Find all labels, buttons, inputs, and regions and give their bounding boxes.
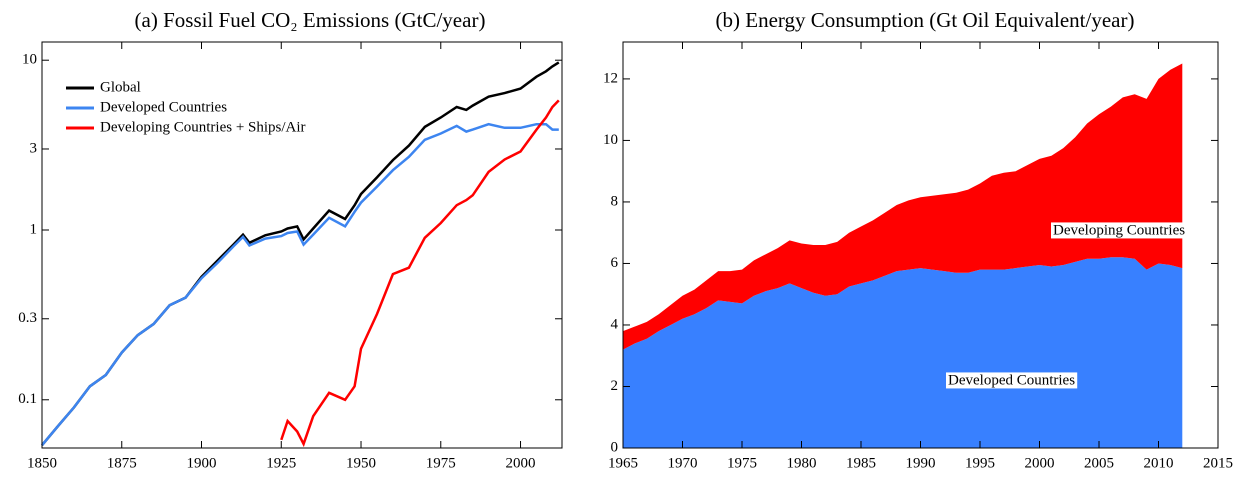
y-tick-label: 2 bbox=[611, 378, 619, 394]
y-tick-label: 0 bbox=[611, 439, 619, 455]
x-tick-label: 1975 bbox=[727, 455, 757, 471]
area-series bbox=[623, 63, 1183, 350]
line-series bbox=[280, 99, 560, 448]
x-tick-label: 1990 bbox=[906, 455, 936, 471]
legend-label: Developed Countries bbox=[100, 99, 227, 115]
line-series bbox=[41, 122, 559, 447]
legend-label: Global bbox=[100, 79, 141, 95]
y-tick-label: 0.1 bbox=[18, 391, 37, 407]
x-tick-label: 2005 bbox=[1084, 455, 1114, 471]
y-tick-label: 12 bbox=[603, 70, 618, 86]
y-tick-label: 6 bbox=[611, 255, 619, 271]
chart: (a) Fossil Fuel CO₂ Emissions (GtC/year)… bbox=[18, 8, 563, 471]
area-series bbox=[623, 257, 1183, 448]
chart-title: (a) Fossil Fuel CO₂ Emissions (GtC/year) bbox=[135, 8, 486, 32]
y-tick-label: 0.3 bbox=[18, 310, 37, 326]
area-label-box bbox=[1051, 222, 1188, 239]
area-label-box bbox=[946, 372, 1078, 389]
y-tick-label: 1 bbox=[30, 221, 38, 237]
x-tick-label: 2010 bbox=[1144, 455, 1174, 471]
x-tick-label: 2015 bbox=[1203, 455, 1233, 471]
chart-title: (b) Energy Consumption (Gt Oil Equivalen… bbox=[716, 8, 1135, 32]
area-label: Developed Countries bbox=[948, 372, 1075, 388]
y-tick-label: 10 bbox=[603, 132, 618, 148]
x-tick-label: 1925 bbox=[266, 455, 296, 471]
y-tick-label: 10 bbox=[22, 52, 37, 68]
y-tick-label: 3 bbox=[30, 140, 38, 156]
x-tick-label: 1995 bbox=[965, 455, 995, 471]
chart: (b) Energy Consumption (Gt Oil Equivalen… bbox=[603, 8, 1233, 472]
x-tick-label: 1980 bbox=[787, 455, 817, 471]
x-tick-label: 1875 bbox=[107, 455, 137, 471]
legend-label: Developing Countries + Ships/Air bbox=[100, 119, 306, 135]
x-tick-label: 1850 bbox=[27, 455, 57, 471]
x-tick-label: 2000 bbox=[506, 455, 536, 471]
y-tick-label: 4 bbox=[611, 316, 619, 332]
x-tick-label: 1985 bbox=[846, 455, 876, 471]
x-tick-label: 1950 bbox=[346, 455, 376, 471]
area-label: Developing Countries bbox=[1053, 222, 1185, 238]
x-tick-label: 1900 bbox=[187, 455, 217, 471]
x-tick-label: 1965 bbox=[608, 455, 638, 471]
x-tick-label: 1975 bbox=[426, 455, 456, 471]
x-tick-label: 1970 bbox=[668, 455, 698, 471]
y-tick-label: 8 bbox=[611, 193, 619, 209]
x-tick-label: 2000 bbox=[1025, 455, 1055, 471]
plot-frame bbox=[41, 41, 563, 449]
